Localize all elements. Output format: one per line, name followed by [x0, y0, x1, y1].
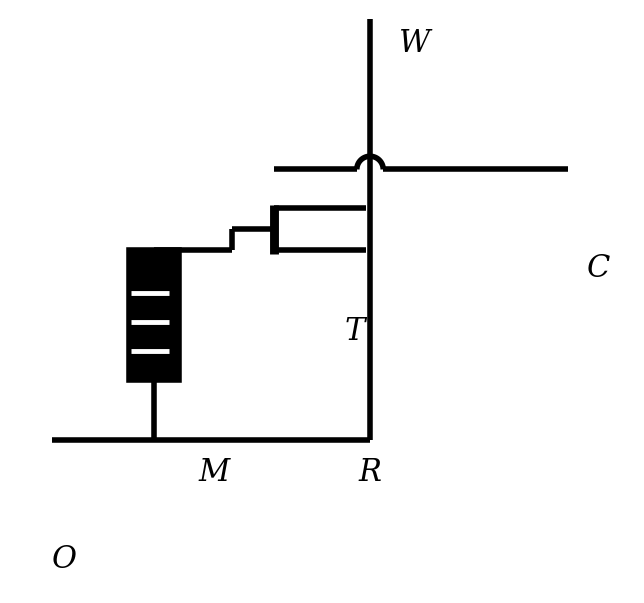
- Text: R: R: [359, 457, 381, 488]
- Text: T: T: [345, 316, 365, 347]
- Text: C: C: [587, 253, 610, 284]
- Text: M: M: [198, 457, 229, 488]
- Text: W: W: [399, 28, 431, 59]
- Text: O: O: [52, 544, 77, 575]
- Bar: [129, 250, 179, 379]
